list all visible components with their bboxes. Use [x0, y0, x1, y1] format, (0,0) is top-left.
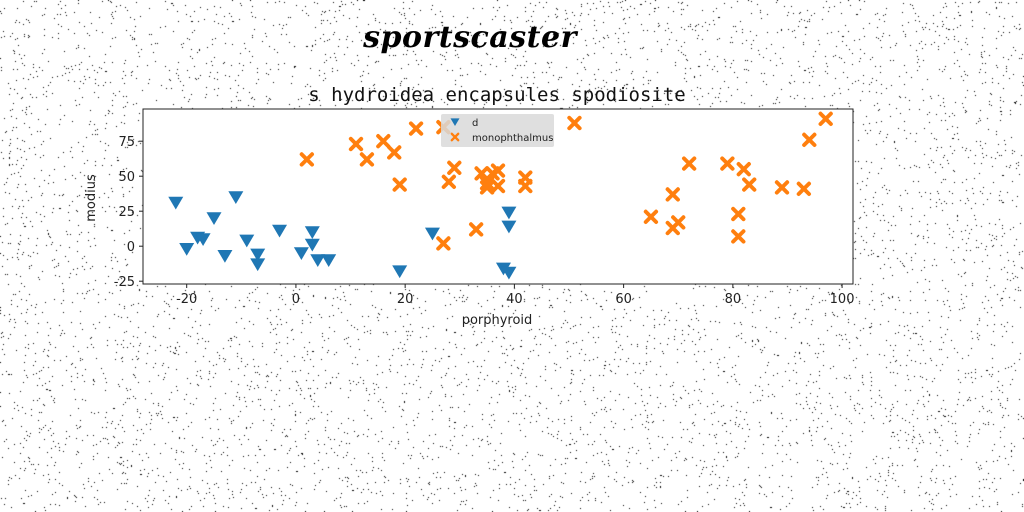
data-point-monophthalmus — [436, 236, 451, 251]
data-point-d — [293, 247, 309, 260]
y-tick-label: 0 — [127, 240, 135, 255]
data-point-d — [250, 248, 266, 262]
data-point-monophthalmus — [567, 115, 582, 131]
data-point-d — [206, 212, 222, 225]
x-axis: -20 0 20 40 60 80 100 — [176, 284, 854, 307]
x-axis-label: porphyroid — [462, 313, 533, 328]
data-point-d — [501, 206, 517, 220]
legend: d monophthalmus — [441, 114, 554, 147]
brand-logo-text: sportscaster — [363, 20, 577, 55]
legend-marker-monophthalmus — [450, 132, 460, 142]
data-point-monophthalmus — [720, 156, 735, 171]
legend-marker-d — [450, 118, 460, 127]
y-tick-label: -25 — [114, 275, 135, 290]
data-point-monophthalmus — [682, 156, 697, 171]
x-tick-label: 40 — [506, 292, 523, 307]
data-point-monophthalmus — [665, 187, 680, 202]
data-point-d — [424, 227, 440, 241]
x-tick-label: -20 — [176, 292, 197, 307]
data-point-monophthalmus — [387, 145, 402, 160]
data-point-monophthalmus — [490, 178, 506, 194]
data-point-monophthalmus — [490, 163, 506, 178]
data-point-monophthalmus — [736, 162, 751, 177]
legend-label-d: d — [472, 118, 478, 129]
chart-title: s hydroidea encapsules spodiosite — [308, 84, 686, 106]
data-point-d — [310, 254, 326, 267]
data-point-monophthalmus — [731, 229, 746, 244]
y-tick-label: 50 — [118, 170, 135, 185]
data-point-monophthalmus — [441, 174, 456, 189]
data-point-monophthalmus — [742, 177, 757, 192]
data-point-monophthalmus — [479, 176, 495, 191]
legend-label-monophthalmus: monophthalmus — [472, 133, 553, 144]
data-point-d — [239, 234, 255, 248]
y-axis-label: modius — [84, 174, 99, 222]
data-point-monophthalmus — [376, 134, 391, 149]
x-tick-label: 0 — [292, 292, 300, 307]
data-point-d — [272, 224, 288, 238]
data-point-d — [392, 265, 408, 279]
data-point-d — [217, 250, 233, 263]
data-point-monophthalmus — [774, 180, 790, 195]
data-point-monophthalmus — [796, 181, 811, 196]
data-point-monophthalmus — [392, 177, 407, 192]
data-point-monophthalmus — [408, 121, 424, 136]
data-point-d — [179, 243, 195, 256]
data-point-monophthalmus — [348, 136, 364, 152]
x-tick-label: 20 — [397, 292, 414, 307]
data-point-d — [304, 226, 320, 239]
x-tick-label: 60 — [615, 292, 632, 307]
data-point-d — [304, 238, 320, 252]
data-point-d — [501, 266, 517, 280]
data-point-monophthalmus — [474, 166, 489, 181]
data-point-monophthalmus — [359, 152, 375, 167]
x-tick-label: 100 — [830, 292, 855, 307]
data-point-d — [250, 258, 266, 272]
data-point-d — [195, 233, 211, 246]
data-point-d — [228, 191, 244, 204]
data-point-monophthalmus — [818, 111, 833, 126]
data-point-monophthalmus — [643, 209, 659, 224]
data-point-monophthalmus — [671, 215, 686, 230]
y-tick-label: 75 — [118, 135, 135, 150]
x-tick-label: 80 — [725, 292, 742, 307]
data-point-monophthalmus — [469, 222, 484, 237]
legend-box — [441, 114, 554, 147]
data-point-d — [501, 220, 517, 234]
data-point-monophthalmus — [731, 206, 746, 222]
y-tick-label: 25 — [118, 205, 135, 220]
data-point-monophthalmus — [518, 170, 533, 185]
data-point-monophthalmus — [299, 152, 314, 167]
data-point-d — [321, 254, 337, 267]
data-point-monophthalmus — [447, 160, 462, 175]
data-point-d — [168, 196, 184, 210]
data-point-monophthalmus — [802, 132, 817, 147]
y-axis: -25 0 25 50 75 — [114, 135, 143, 290]
data-points — [168, 111, 833, 280]
